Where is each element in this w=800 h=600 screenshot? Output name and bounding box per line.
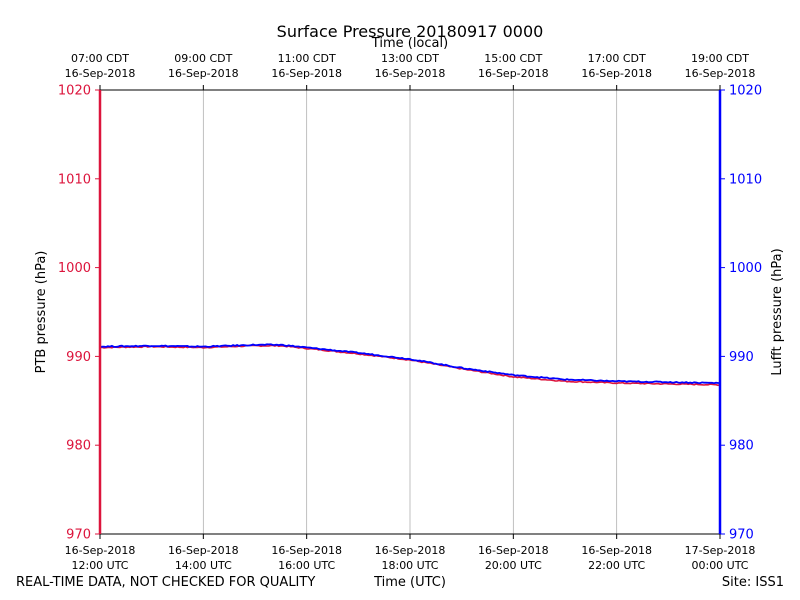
series-layer (99, 343, 721, 387)
y-tick-label-left: 990 (66, 350, 91, 365)
x-axis-label-top: Time (local) (371, 36, 448, 51)
x-tick-label-top-date: 16-Sep-2018 (478, 67, 549, 80)
chart-title: Surface Pressure 20180917 0000 (277, 22, 544, 41)
x-tick-label-top-date: 16-Sep-2018 (271, 67, 342, 80)
x-tick-label-bottom-date: 17-Sep-2018 (685, 544, 756, 557)
y-tick-label-right: 1020 (729, 84, 762, 99)
x-tick-label-top-date: 16-Sep-2018 (581, 67, 652, 80)
ticks-layer: 970 970 980 980 990 990 1000 1000 1010 1010 1020 10… (58, 52, 762, 572)
x-tick-label-bottom-date: 16-Sep-2018 (478, 544, 549, 557)
x-tick-label-top-time: 19:00 CDT (691, 52, 749, 65)
site-label: Site: ISS1 (721, 575, 784, 590)
x-tick-label-top-date: 16-Sep-2018 (65, 67, 136, 80)
quality-note: REAL-TIME DATA, NOT CHECKED FOR QUALITY (16, 575, 316, 590)
x-tick-label-bottom-date: 16-Sep-2018 (375, 544, 446, 557)
x-tick-label-bottom-date: 16-Sep-2018 (168, 544, 239, 557)
x-tick-label-top-date: 16-Sep-2018 (375, 67, 446, 80)
x-tick-label-bottom-time: 12:00 UTC (71, 559, 128, 572)
x-tick-label-bottom-date: 16-Sep-2018 (581, 544, 652, 557)
x-tick-label-top-time: 15:00 CDT (484, 52, 542, 65)
x-tick-label-bottom-time: 00:00 UTC (691, 559, 748, 572)
y-tick-label-left: 970 (66, 528, 91, 543)
x-tick-label-bottom-time: 16:00 UTC (278, 559, 335, 572)
y-tick-label-left: 1020 (58, 84, 91, 99)
y-tick-label-right: 1010 (729, 172, 762, 187)
x-tick-label-top-date: 16-Sep-2018 (685, 67, 756, 80)
x-tick-label-bottom-date: 16-Sep-2018 (271, 544, 342, 557)
x-tick-label-bottom-date: 16-Sep-2018 (65, 544, 136, 557)
ptb-pressure-line (99, 344, 721, 387)
y-tick-label-right: 980 (729, 439, 754, 454)
x-tick-label-bottom-time: 18:00 UTC (381, 559, 438, 572)
y-tick-label-right: 990 (729, 350, 754, 365)
y-tick-label-left: 980 (66, 439, 91, 454)
y-axis-label-left: PTB pressure (hPa) (34, 251, 49, 374)
x-tick-label-bottom-time: 20:00 UTC (485, 559, 542, 572)
grid-layer (202, 90, 618, 534)
x-tick-label-top-date: 16-Sep-2018 (168, 67, 239, 80)
x-tick-label-top-time: 11:00 CDT (278, 52, 336, 65)
y-tick-label-right: 970 (729, 528, 754, 543)
lufft-pressure-line (99, 343, 720, 385)
y-axis-label-right: Lufft pressure (hPa) (770, 248, 785, 375)
x-tick-label-top-time: 07:00 CDT (71, 52, 129, 65)
x-tick-label-top-time: 09:00 CDT (174, 52, 232, 65)
x-tick-label-top-time: 13:00 CDT (381, 52, 439, 65)
x-tick-label-bottom-time: 14:00 UTC (175, 559, 232, 572)
y-tick-label-left: 1000 (58, 261, 91, 276)
x-tick-label-bottom-time: 22:00 UTC (588, 559, 645, 572)
y-tick-label-right: 1000 (729, 261, 762, 276)
x-axis-label-bottom: Time (UTC) (374, 575, 446, 590)
x-tick-label-top-time: 17:00 CDT (588, 52, 646, 65)
y-tick-label-left: 1010 (58, 172, 91, 187)
